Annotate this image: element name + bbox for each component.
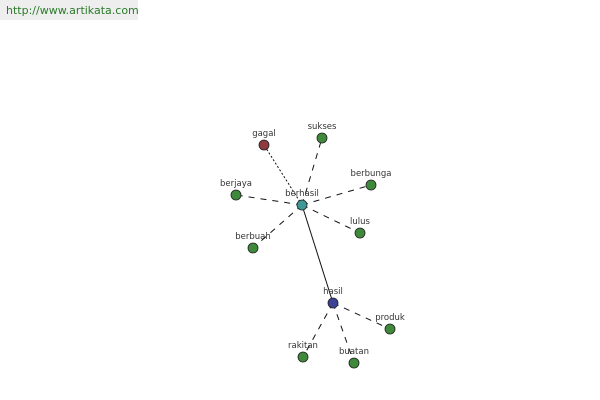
node-circle[interactable] [258,139,270,151]
node-circle[interactable] [297,351,309,363]
edge-hasil-rakitan [302,302,334,358]
node-lulus[interactable]: lulus [350,217,371,239]
node-circle[interactable] [354,227,366,239]
node-label: sukses [308,122,337,132]
node-circle[interactable] [384,323,396,335]
edge-hasil-buatan [332,302,355,364]
node-label: gagal [252,129,276,139]
node-label: berjaya [220,179,252,189]
node-circle[interactable] [296,199,308,211]
node-label: hasil [323,287,343,297]
node-berhasil[interactable]: berhasil [285,189,319,211]
node-rakitan[interactable]: rakitan [288,341,318,363]
node-label: berhasil [285,189,319,199]
node-label: rakitan [288,341,318,351]
node-circle[interactable] [230,189,242,201]
node-berjaya[interactable]: berjaya [220,179,252,201]
source-link[interactable]: http://www.artikata.com [0,0,139,20]
edge-hasil-produk [332,302,391,330]
node-circle[interactable] [365,179,377,191]
node-buatan[interactable]: buatan [339,347,369,369]
node-gagal[interactable]: gagal [252,129,276,151]
node-circle[interactable] [348,357,360,369]
edge-berhasil-hasil [301,204,334,304]
node-circle[interactable] [327,297,339,309]
edge-berhasil-lulus [301,204,361,234]
node-circle[interactable] [316,132,328,144]
node-label: buatan [339,347,369,357]
node-hasil[interactable]: hasil [323,287,343,309]
node-label: produk [375,313,405,323]
node-produk[interactable]: produk [375,313,405,335]
node-circle[interactable] [247,242,259,254]
node-label: berbuah [235,232,271,242]
node-label: berbunga [351,169,392,179]
node-label: lulus [350,217,370,227]
node-sukses[interactable]: sukses [308,122,337,144]
node-berbuah[interactable]: berbuah [235,232,271,254]
node-berbunga[interactable]: berbunga [351,169,392,191]
